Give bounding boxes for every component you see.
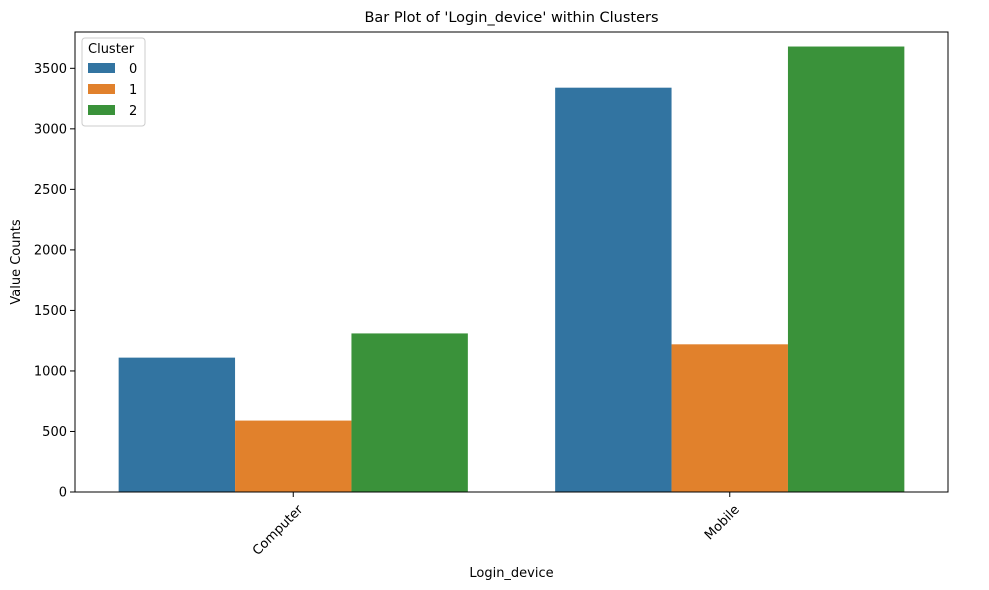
legend-entry-1: 1 xyxy=(129,83,137,98)
y-tick-label: 1000 xyxy=(34,364,67,379)
legend-title: Cluster xyxy=(88,42,135,57)
y-axis-label: Value Counts xyxy=(9,219,24,304)
legend-box xyxy=(81,37,146,127)
bar-computer-cluster-2 xyxy=(351,333,468,492)
x-tick-label-computer: Computer xyxy=(250,502,307,559)
x-tick-label-mobile: Mobile xyxy=(702,502,743,543)
y-tick-label: 3000 xyxy=(34,122,67,137)
y-axis: 0 500 1000 1500 2000 2500 3000 3500 xyxy=(34,62,75,501)
chart-title: Bar Plot of 'Login_device' within Cluste… xyxy=(364,10,658,26)
y-tick-label: 2500 xyxy=(34,183,67,198)
bars-group xyxy=(118,46,905,493)
y-tick-label: 0 xyxy=(59,486,67,501)
bar-mobile-cluster-0 xyxy=(555,87,672,493)
y-tick-label: 500 xyxy=(42,425,67,440)
x-axis-label: Login_device xyxy=(469,566,553,581)
legend-entry-2: 2 xyxy=(129,104,137,119)
legend-swatch-1 xyxy=(88,84,115,94)
y-tick-label: 1500 xyxy=(34,304,67,319)
y-tick-label: 2000 xyxy=(34,243,67,258)
legend: Cluster 0 1 2 xyxy=(81,37,146,127)
plot-frame xyxy=(74,31,949,493)
bar-computer-cluster-1 xyxy=(235,420,352,492)
x-axis: Computer Mobile xyxy=(250,492,743,559)
y-tick-label: 3500 xyxy=(34,62,67,77)
bar-mobile-cluster-1 xyxy=(671,344,788,492)
legend-swatch-2 xyxy=(88,105,115,115)
legend-swatch-0 xyxy=(88,63,115,73)
bar-mobile-cluster-2 xyxy=(787,46,905,493)
bar-computer-cluster-0 xyxy=(118,357,236,492)
legend-entry-0: 0 xyxy=(129,62,137,77)
